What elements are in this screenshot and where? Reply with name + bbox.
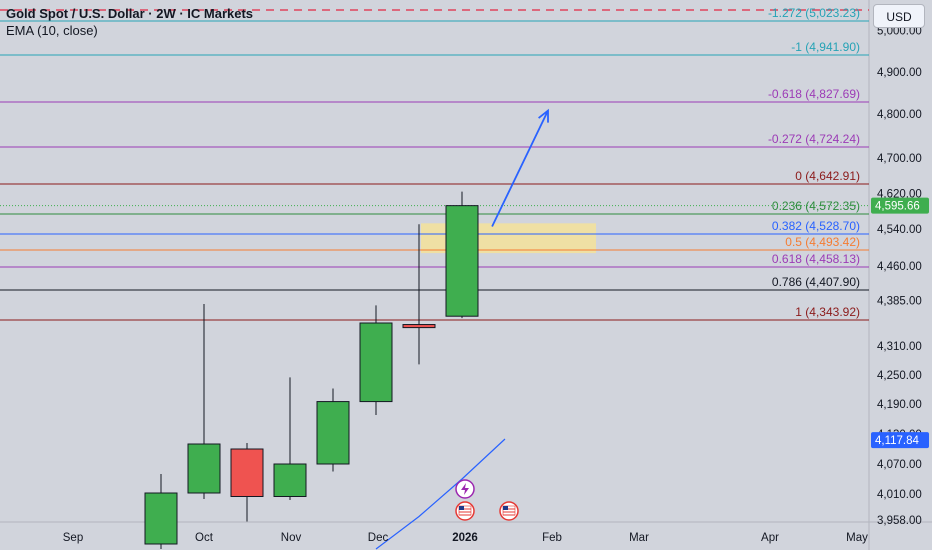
y-axis-tick-label: 4,385.00 <box>877 296 922 308</box>
fib-label: 0.5 (4,493.42) <box>785 235 860 249</box>
x-axis-label: Sep <box>63 532 83 544</box>
y-axis-tick-label: 4,800.00 <box>877 109 922 121</box>
candle-body <box>187 443 221 494</box>
fib-label: 0 (4,642.91) <box>795 169 860 183</box>
x-axis-label: Oct <box>195 532 214 544</box>
fib-label: -0.272 (4,724.24) <box>768 132 860 146</box>
ema-price-tag-bg <box>871 432 929 449</box>
last-price-tag: 4,595.66 <box>875 201 920 213</box>
flag-canton <box>503 506 508 510</box>
y-axis-tick-label: 4,250.00 <box>877 370 922 382</box>
y-axis-tick-label: 4,190.00 <box>877 399 922 411</box>
x-axis-label: 2026 <box>452 532 478 544</box>
y-axis-tick-label: 3,958.00 <box>877 515 922 527</box>
y-axis-tick-label: 4,900.00 <box>877 67 922 79</box>
candle-body <box>144 492 178 545</box>
y-axis-tick-label: 4,460.00 <box>877 261 922 273</box>
indicator-legend[interactable]: EMA (10, close) <box>6 23 98 38</box>
ema-price-tag: 4,117.84 <box>875 435 920 447</box>
candle-body <box>359 322 393 403</box>
y-axis-tick-label: 4,540.00 <box>877 224 922 236</box>
fib-label: -1 (4,941.90) <box>791 40 860 54</box>
y-axis-tick-label: 4,010.00 <box>877 489 922 501</box>
candle-body <box>316 401 350 465</box>
x-axis-label: May <box>846 532 868 544</box>
fib-label: 0.382 (4,528.70) <box>772 219 860 233</box>
chart-title: Gold Spot / U.S. Dollar · 2W · IC Market… <box>6 6 254 21</box>
fib-label: 0.236 (4,572.35) <box>772 199 860 213</box>
last-price-tag-bg <box>871 197 929 214</box>
projection-arrow <box>491 110 549 227</box>
currency-button[interactable]: USD <box>873 4 925 28</box>
y-axis-tick-label: 5,000.00 <box>877 26 922 38</box>
x-axis-label: Feb <box>542 532 562 544</box>
flag-canton <box>459 506 464 510</box>
fib-label: -0.618 (4,827.69) <box>768 87 860 101</box>
fib-label: 0.618 (4,458.13) <box>772 252 860 266</box>
projection-arrow-head <box>538 108 549 123</box>
candle-body <box>273 463 307 497</box>
fib-label: -1.272 (5,023.23) <box>768 6 860 20</box>
candle-body <box>230 448 264 497</box>
fib-label: 1 (4,343.92) <box>795 305 860 319</box>
x-axis-label: Apr <box>761 532 779 544</box>
x-axis-label: Dec <box>368 532 389 544</box>
x-axis-label: Mar <box>629 532 649 544</box>
ema-line <box>375 438 506 550</box>
candle-body <box>445 205 479 317</box>
y-axis-tick-label: 4,700.00 <box>877 153 922 165</box>
x-axis-label: Nov <box>281 532 302 544</box>
candle-body <box>402 324 436 329</box>
fib-label: 0.786 (4,407.90) <box>772 275 860 289</box>
y-axis-tick-label: 4,310.00 <box>877 341 922 353</box>
y-axis-tick-label: 4,070.00 <box>877 459 922 471</box>
lightning-glyph <box>461 483 469 495</box>
